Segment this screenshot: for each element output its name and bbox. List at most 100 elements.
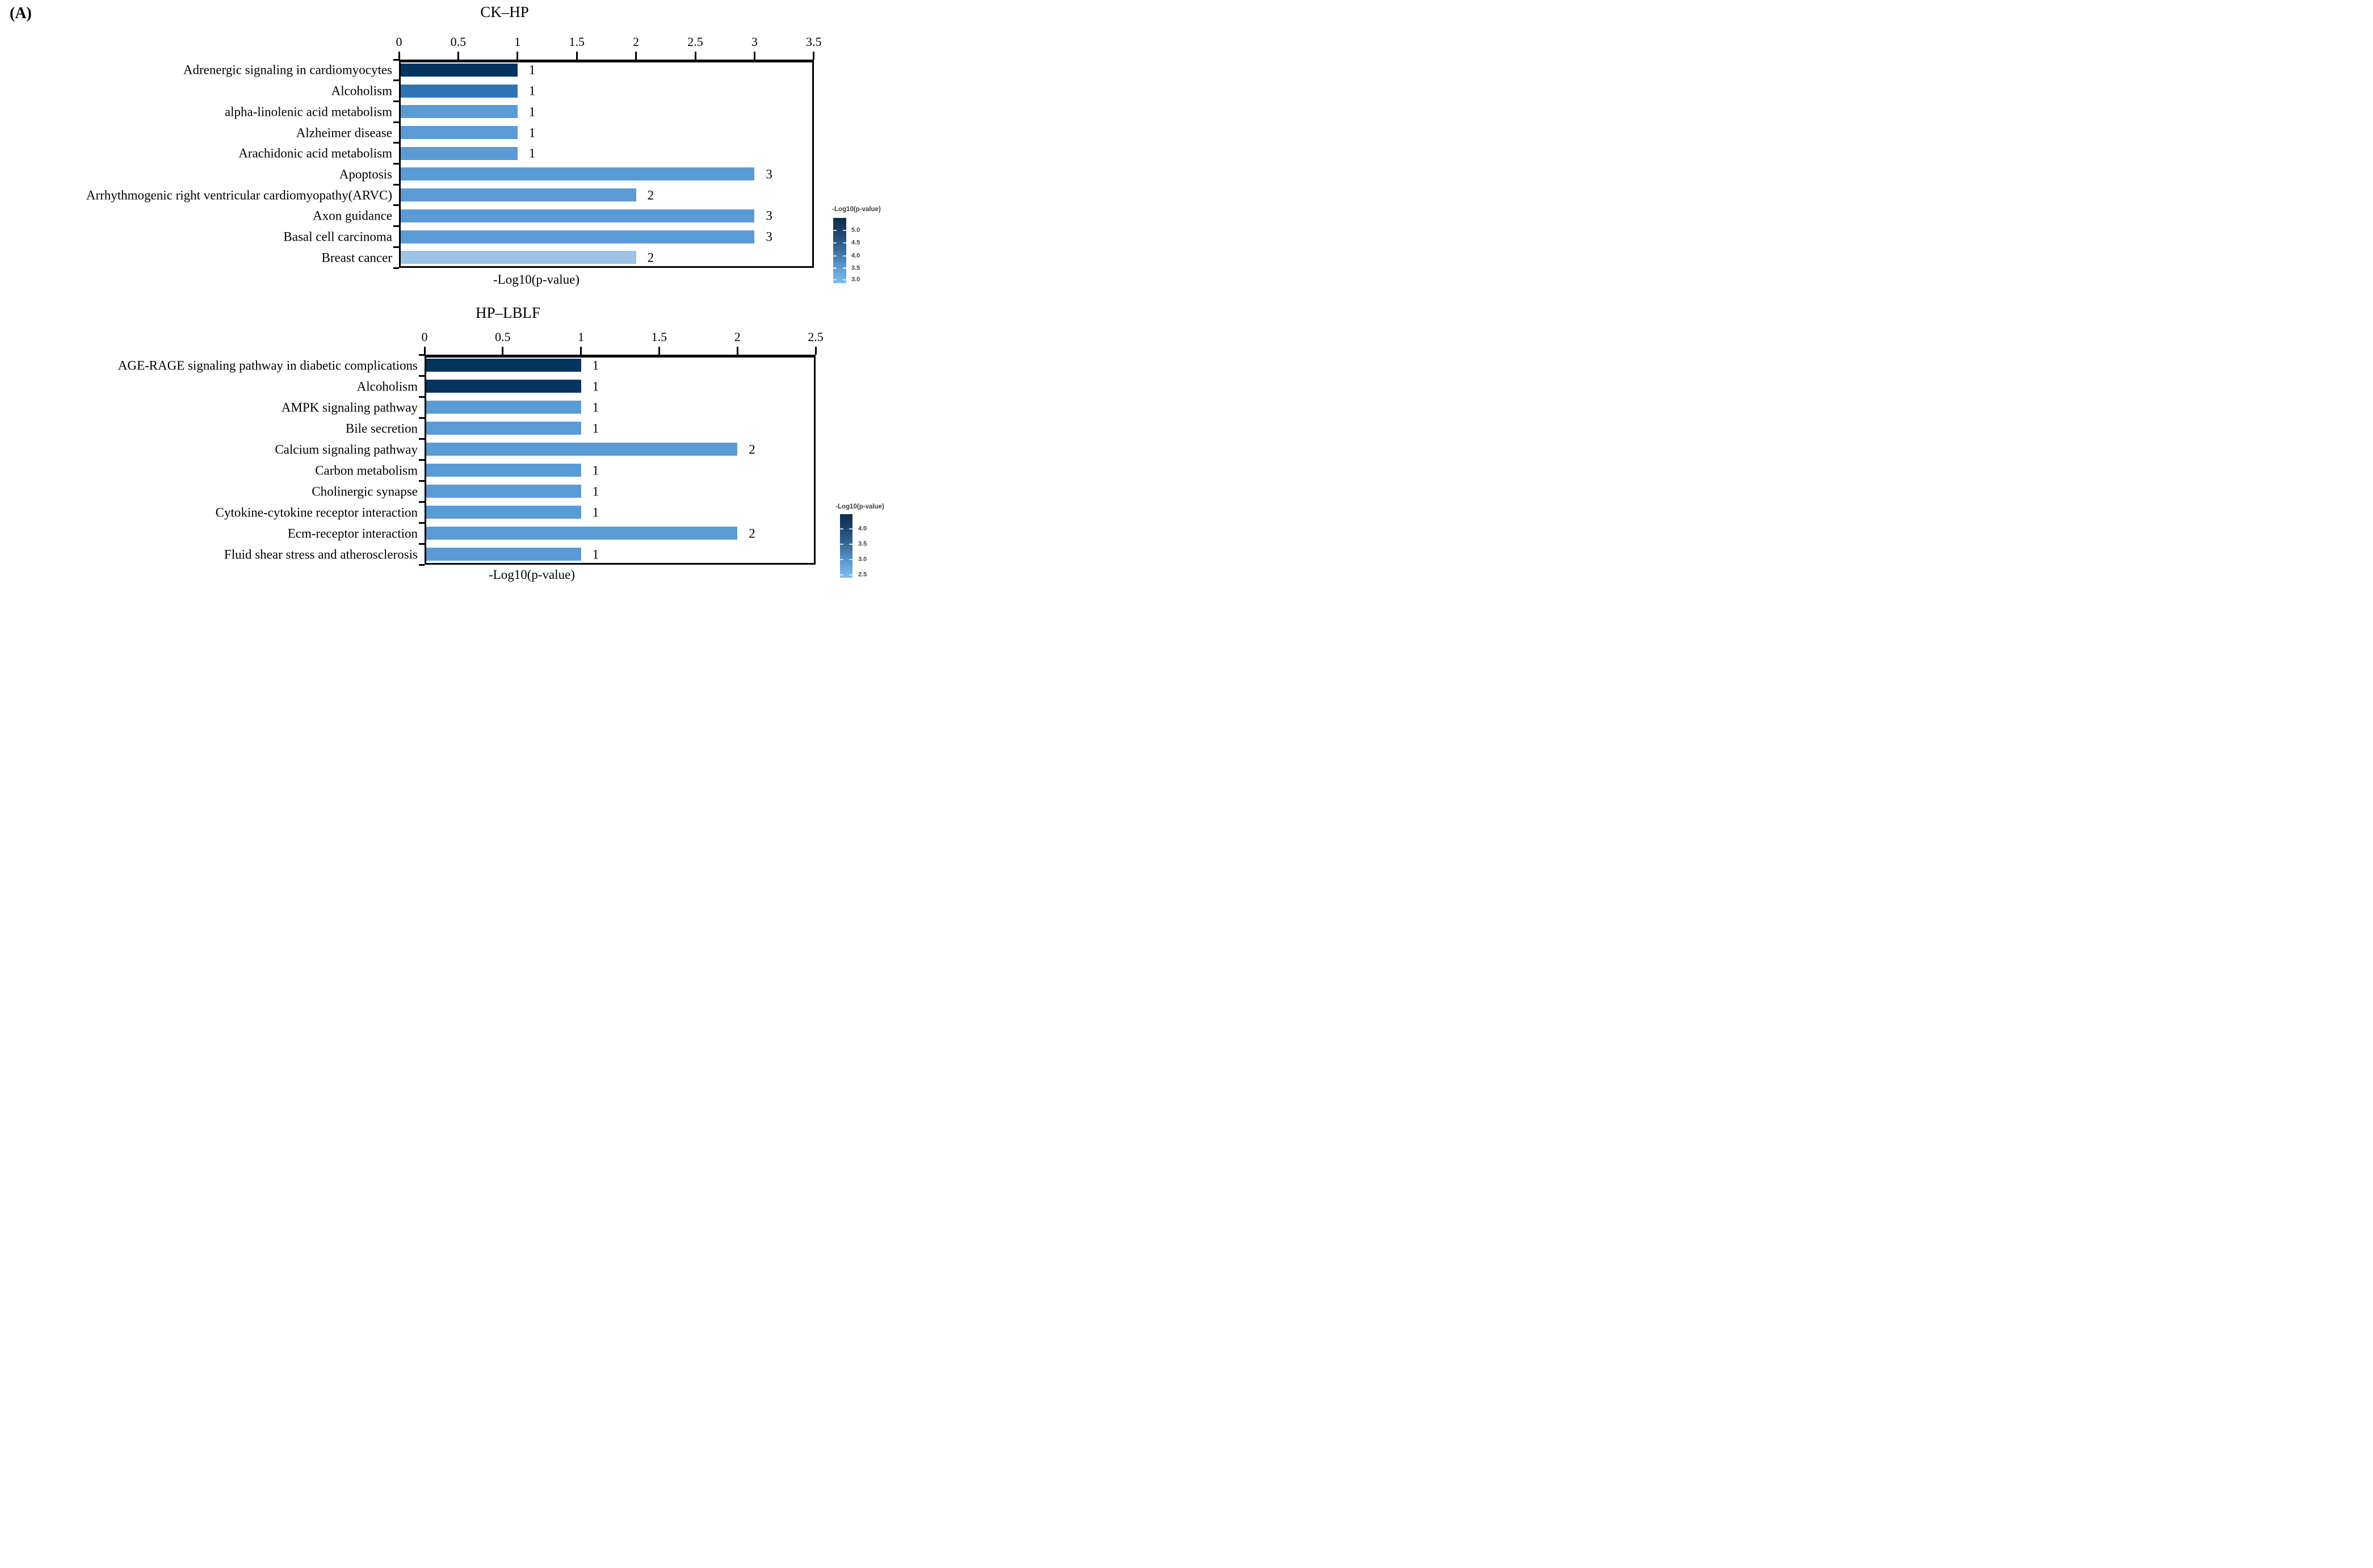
category-label: alpha-linolenic acid metabolism — [224, 104, 392, 119]
pathway-bar — [401, 209, 755, 222]
colorbar-tick — [833, 267, 837, 269]
y-axis-tick — [393, 183, 399, 186]
x-axis-tick — [814, 347, 817, 355]
bar-value-label: 3 — [766, 167, 772, 182]
colorbar-gradient — [840, 514, 852, 578]
y-axis-tick — [419, 354, 425, 356]
colorbar-tick — [843, 242, 846, 244]
x-axis-tick — [736, 347, 738, 355]
category-label: Breast cancer — [321, 250, 392, 265]
pathway-bar — [426, 401, 581, 414]
x-axis-label: -Log10(p-value) — [493, 272, 579, 287]
colorbar-tick — [843, 267, 846, 269]
x-axis-tick — [813, 52, 815, 60]
chart-title: CK–HP — [480, 3, 529, 20]
x-axis-tick — [423, 347, 426, 355]
y-axis-tick — [393, 58, 399, 61]
colorbar-gradient — [833, 218, 846, 283]
pathway-bar — [401, 105, 518, 119]
pathway-bar — [401, 146, 518, 160]
bar-value-label: 2 — [647, 188, 654, 203]
bar-value-label: 1 — [592, 484, 599, 498]
x-axis-tick-label: 3 — [751, 35, 758, 49]
x-axis-tick — [694, 52, 696, 60]
x-axis-label: -Log10(p-value) — [489, 567, 575, 582]
colorbar-tick-label: 5.0 — [851, 226, 860, 234]
colorbar-tick — [833, 255, 837, 257]
category-label: Basal cell carcinoma — [283, 229, 392, 244]
x-axis-tick — [580, 347, 582, 355]
pathway-bar — [426, 548, 581, 561]
chart-title: HP–LBLF — [475, 304, 541, 321]
bar-value-label: 1 — [592, 379, 599, 393]
category-label: Arachidonic acid metabolism — [238, 146, 392, 161]
x-axis-tick-label: 1 — [514, 35, 521, 49]
colorbar-legend-title: -Log10(p-value) — [835, 503, 884, 510]
x-axis-tick — [502, 347, 504, 355]
y-axis-tick — [419, 480, 425, 482]
x-axis-tick-label: 2 — [633, 35, 640, 49]
colorbar-legend-title: -Log10(p-value) — [832, 206, 881, 213]
category-label: Alcoholism — [331, 83, 392, 98]
chart-ck-hp: CK–HP 0 0.5 1 1.5 2 2.5 3 3.5 Adrenergic signalin… — [0, 0, 890, 588]
y-axis-tick — [393, 121, 399, 123]
bar-value-label: 1 — [528, 83, 536, 98]
pathway-bar — [401, 251, 636, 264]
bar-value-label: 2 — [749, 442, 755, 456]
pathway-bar — [401, 167, 755, 181]
bar-value-label: 1 — [528, 146, 536, 161]
y-axis-tick — [393, 246, 399, 248]
category-label: Cholinergic synapse — [312, 484, 418, 498]
pathway-bar — [401, 188, 636, 202]
x-axis-tick-label: 3.5 — [806, 35, 822, 49]
colorbar-tick — [833, 242, 837, 244]
bar-value-label: 1 — [592, 400, 599, 414]
y-axis-tick — [393, 142, 399, 144]
category-label: AMPK signaling pathway — [281, 400, 418, 414]
x-axis-tick — [398, 52, 400, 60]
x-axis-tick-label: 2.5 — [808, 330, 824, 344]
bar-value-label: 1 — [592, 547, 599, 561]
category-label: Calcium signaling pathway — [275, 442, 418, 456]
colorbar-tick — [849, 574, 852, 576]
y-axis-tick — [419, 543, 425, 545]
chart-hp-lblf: HP–LBLF 0 0.5 1 1.5 2 2.5 AGE-RAGE signaling pa… — [0, 0, 890, 588]
colorbar-tick — [833, 229, 837, 232]
colorbar-tick — [840, 543, 843, 545]
bar-value-label: 3 — [766, 229, 772, 244]
x-axis-tick-label: 1.5 — [651, 330, 667, 344]
category-label: Ecm-receptor interaction — [287, 526, 418, 540]
x-axis-tick — [576, 52, 578, 60]
bar-value-label: 2 — [647, 250, 654, 265]
x-axis-tick-label: 0.5 — [495, 330, 511, 344]
bar-value-label: 1 — [528, 125, 536, 140]
y-axis-tick — [419, 417, 425, 419]
y-axis-tick — [419, 396, 425, 398]
colorbar-tick — [843, 229, 846, 232]
x-axis-tick-label: 0.5 — [450, 35, 467, 49]
bar-value-label: 2 — [749, 526, 755, 540]
pathway-bar — [426, 422, 581, 435]
kegg-enrichment-figure: (A) CK–HP 0 0.5 1 1.5 2 2.5 3 3.5 Adrenergic sign… — [0, 0, 890, 588]
x-axis-tick — [753, 52, 755, 60]
panel-label: (A) — [10, 5, 32, 22]
y-axis-tick — [419, 375, 425, 377]
category-label: Carbon metabolism — [315, 463, 418, 477]
colorbar-tick — [843, 255, 846, 257]
y-axis-tick — [419, 564, 425, 566]
pathway-bar — [426, 527, 738, 540]
colorbar-tick — [843, 279, 846, 281]
category-label: Arrhythmogenic right ventricular cardiom… — [86, 188, 392, 203]
colorbar-tick-label: 4.0 — [851, 252, 860, 259]
category-label: Apoptosis — [339, 167, 392, 182]
pathway-bar — [426, 443, 738, 456]
bar-value-label: 3 — [766, 208, 772, 223]
colorbar-tick — [840, 574, 843, 576]
category-label: Bile secretion — [345, 421, 418, 435]
x-axis-tick — [457, 52, 459, 60]
colorbar-tick-label: 4.5 — [851, 239, 860, 246]
category-label: Adrenergic signaling in cardiomyocytes — [183, 62, 392, 77]
y-axis-tick — [419, 501, 425, 503]
pathway-bar — [426, 506, 581, 519]
colorbar-tick-label: 3.5 — [851, 264, 860, 271]
